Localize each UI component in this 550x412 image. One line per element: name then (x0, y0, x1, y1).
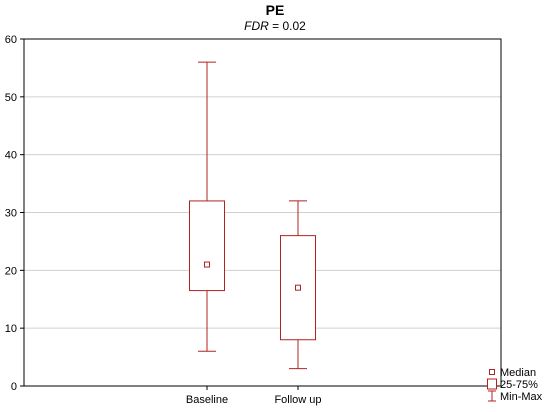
legend-box-icon (487, 378, 497, 390)
chart-subtitle: FDR = 0.02 (244, 19, 306, 33)
legend-item-0: Median (489, 367, 536, 379)
subtitle-stat-name: FDR (244, 19, 269, 33)
legend-label-1: 25-75% (500, 379, 538, 391)
y-tick-label-60: 60 (5, 34, 17, 46)
median-marker-0 (204, 261, 210, 268)
chart-title: PE (266, 2, 285, 18)
y-tick-label-50: 50 (5, 92, 17, 104)
legend-label-2: Min-Max (500, 391, 543, 403)
legend-median-icon (489, 369, 495, 375)
legend-item-2: Min-Max (488, 390, 543, 403)
box-0 (189, 61, 225, 352)
x-tick-label-1: Follow up (274, 394, 321, 406)
legend-label-0: Median (500, 367, 536, 379)
y-tick-label-10: 10 (5, 323, 17, 335)
y-tick-label-40: 40 (5, 150, 17, 162)
y-tick-label-20: 20 (5, 265, 17, 277)
subtitle-stat-value: = 0.02 (269, 19, 306, 33)
y-axis-ticks: 0 10 20 30 40 50 60 (5, 34, 24, 393)
grid-lines (24, 96, 501, 329)
median-marker-1 (295, 284, 301, 291)
legend-item-1: 25-75% (487, 378, 538, 391)
x-tick-label-0: Baseline (186, 394, 228, 406)
iqr-box-0 (189, 200, 225, 292)
boxes (189, 61, 316, 370)
y-tick-label-30: 30 (5, 208, 17, 220)
y-tick-label-0: 0 (11, 381, 17, 393)
box-1 (280, 200, 316, 370)
x-axis-ticks: Baseline Follow up (186, 386, 322, 406)
